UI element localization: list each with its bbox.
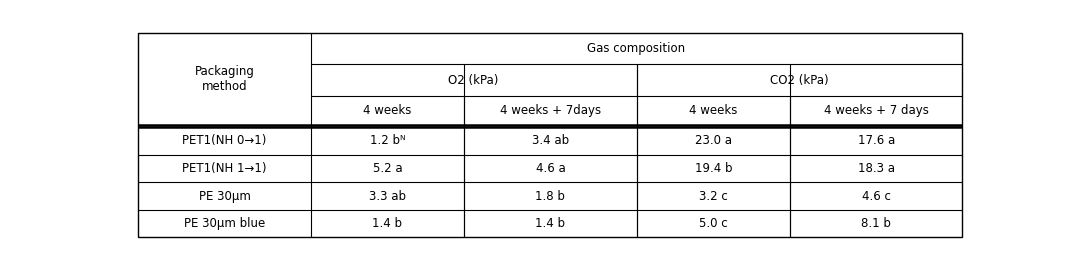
Text: 4 weeks + 7 days: 4 weeks + 7 days (824, 104, 929, 117)
Text: 3.4 ab: 3.4 ab (532, 134, 569, 147)
Text: 4 weeks: 4 weeks (363, 104, 411, 117)
Text: 5.2 a: 5.2 a (373, 162, 403, 175)
Text: 4 weeks: 4 weeks (690, 104, 738, 117)
Text: Packaging
method: Packaging method (194, 65, 255, 93)
Text: PET1(NH 0→1): PET1(NH 0→1) (183, 134, 266, 147)
Text: 4 weeks + 7days: 4 weeks + 7days (499, 104, 601, 117)
Text: PE 30μm: PE 30μm (199, 189, 250, 203)
Text: 8.1 b: 8.1 b (861, 217, 891, 230)
Text: 4.6 a: 4.6 a (536, 162, 565, 175)
Text: 4.6 c: 4.6 c (861, 189, 890, 203)
Text: PET1(NH 1→1): PET1(NH 1→1) (183, 162, 266, 175)
Text: 1.2 bᴺ: 1.2 bᴺ (369, 134, 405, 147)
Text: 3.2 c: 3.2 c (699, 189, 728, 203)
Text: 3.3 ab: 3.3 ab (369, 189, 406, 203)
Text: 23.0 a: 23.0 a (695, 134, 731, 147)
Text: Gas composition: Gas composition (587, 42, 685, 55)
Text: 5.0 c: 5.0 c (699, 217, 728, 230)
Text: 1.8 b: 1.8 b (536, 189, 565, 203)
Text: PE 30μm blue: PE 30μm blue (184, 217, 265, 230)
Text: 17.6 a: 17.6 a (858, 134, 895, 147)
Text: 1.4 b: 1.4 b (373, 217, 403, 230)
Text: O2 (kPa): O2 (kPa) (449, 74, 498, 87)
Text: 19.4 b: 19.4 b (695, 162, 732, 175)
Text: CO2 (kPa): CO2 (kPa) (770, 74, 829, 87)
Text: 1.4 b: 1.4 b (536, 217, 565, 230)
Text: 18.3 a: 18.3 a (858, 162, 895, 175)
